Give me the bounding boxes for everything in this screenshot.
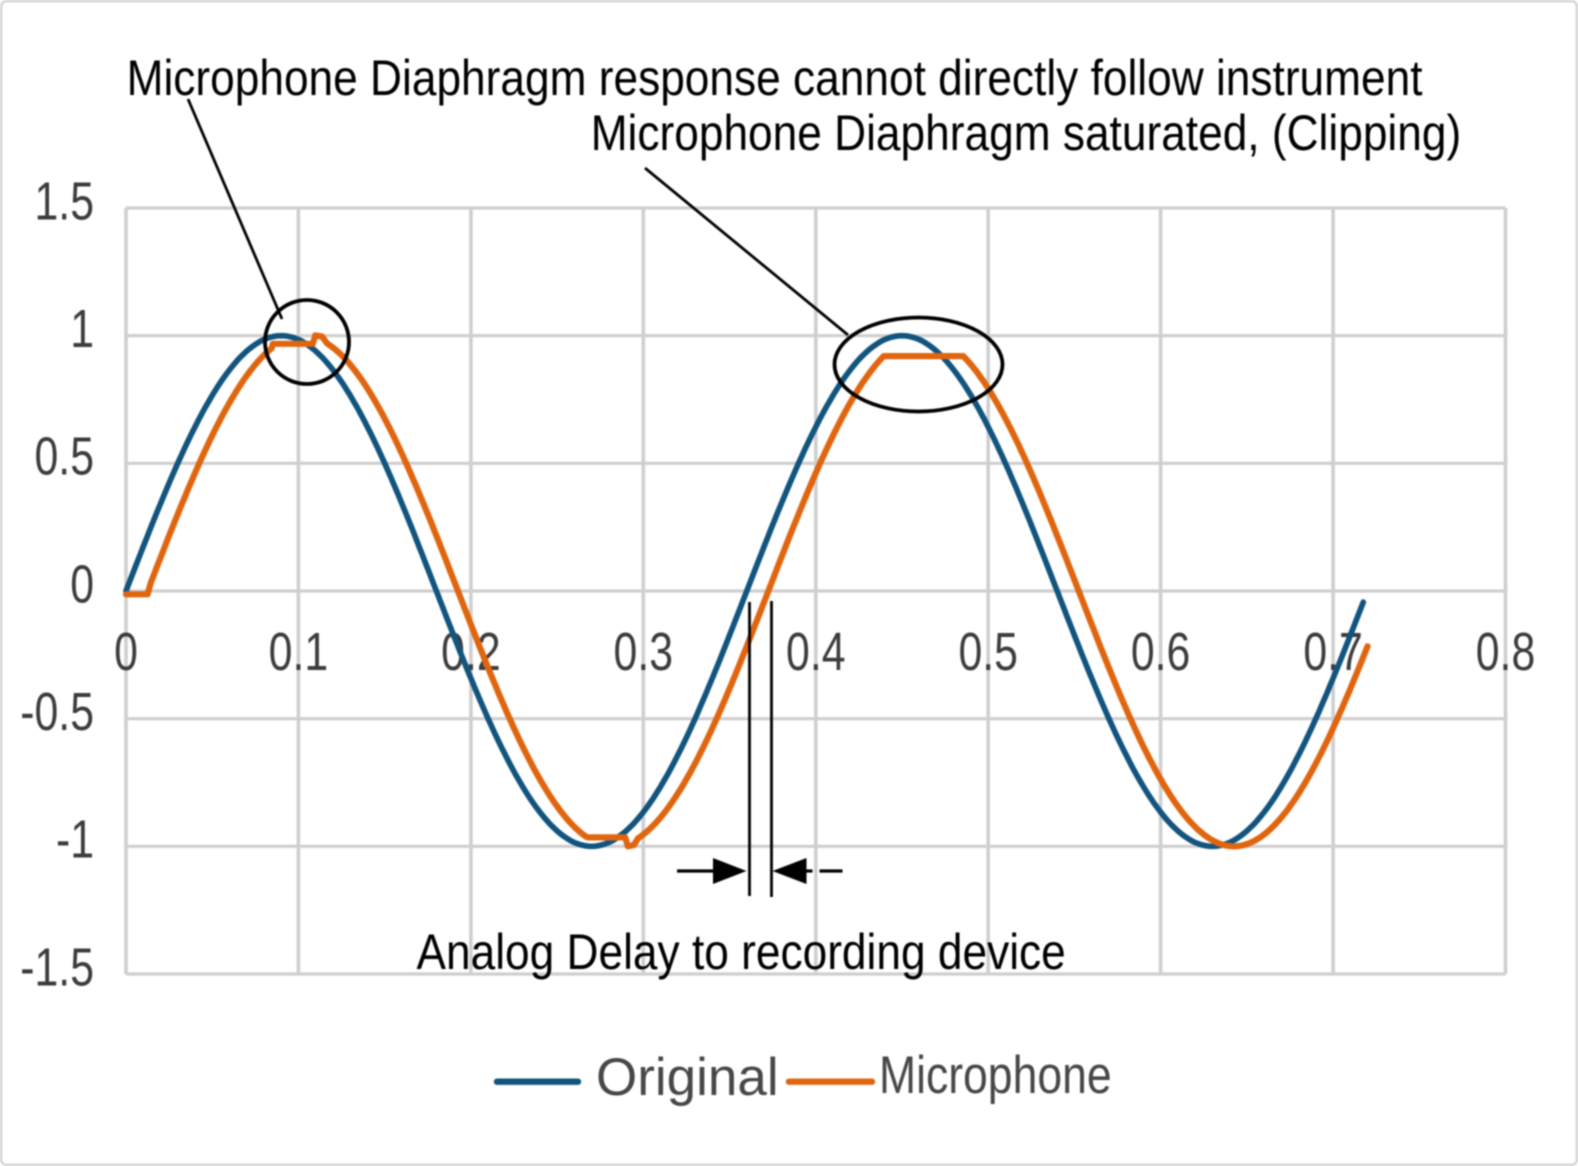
svg-text:1.5: 1.5: [35, 172, 94, 232]
svg-text:0: 0: [114, 623, 138, 683]
svg-text:Microphone Diaphragm saturated: Microphone Diaphragm saturated, (Clippin…: [591, 106, 1462, 162]
svg-text:0.8: 0.8: [1476, 623, 1535, 683]
svg-text:0.6: 0.6: [1131, 623, 1190, 683]
svg-text:0.5: 0.5: [35, 427, 94, 487]
svg-text:Analog Delay to recording devi: Analog Delay to recording device: [417, 925, 1066, 981]
svg-text:Microphone Diaphragm response: Microphone Diaphragm response cannot dir…: [127, 51, 1423, 107]
svg-text:0.5: 0.5: [958, 623, 1017, 683]
svg-text:Microphone: Microphone: [879, 1046, 1112, 1104]
svg-text:1: 1: [70, 300, 94, 360]
svg-text:-1.5: -1.5: [20, 938, 94, 998]
svg-text:0: 0: [70, 555, 94, 615]
svg-text:0.4: 0.4: [786, 623, 845, 683]
svg-text:0.3: 0.3: [614, 623, 673, 683]
svg-text:-1: -1: [56, 810, 94, 870]
svg-text:Original: Original: [596, 1048, 779, 1107]
svg-text:0.1: 0.1: [269, 623, 328, 683]
svg-text:-0.5: -0.5: [20, 683, 94, 743]
